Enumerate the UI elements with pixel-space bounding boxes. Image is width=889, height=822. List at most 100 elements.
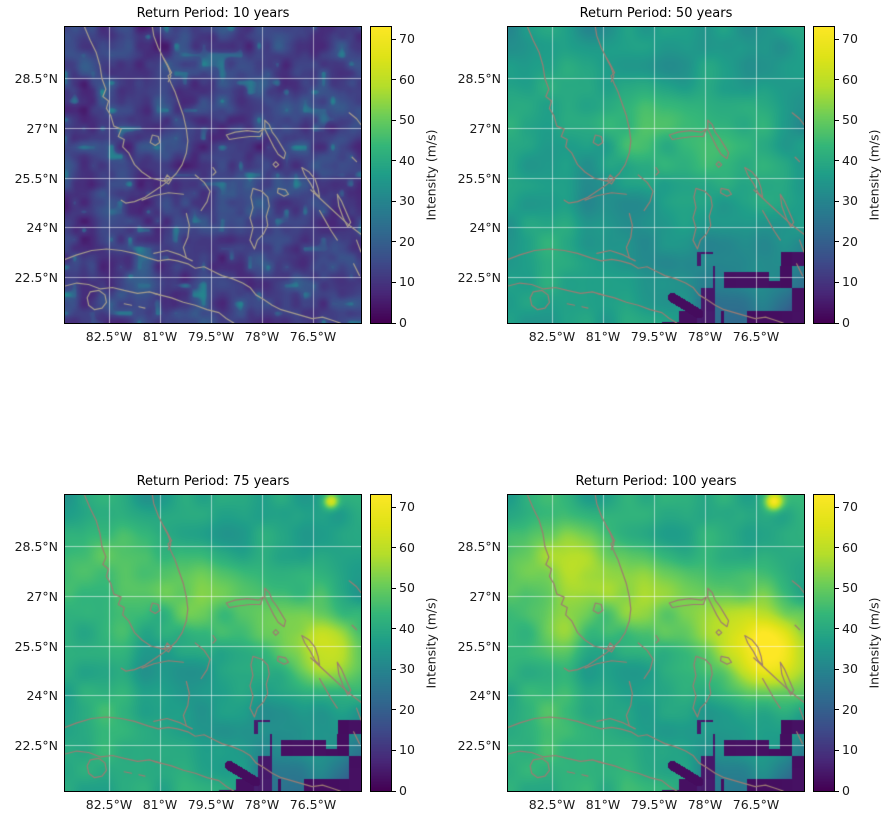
- subplot-title: Return Period: 50 years: [579, 6, 733, 21]
- colorbar-tick-label: 30: [842, 193, 858, 209]
- x-tick-label: 79.5°W: [187, 797, 235, 812]
- x-tick-label: 76.5°W: [289, 329, 337, 344]
- x-tick-label: 79.5°W: [630, 797, 678, 812]
- colorbar-canvas: [370, 494, 392, 792]
- colorbar-tick-mark: [392, 38, 396, 40]
- y-tick-label: 27°N: [26, 120, 58, 136]
- x-tick-label: 81°W: [142, 797, 178, 812]
- x-tick-label: 81°W: [585, 797, 621, 812]
- y-tick-label: 28.5°N: [14, 71, 58, 86]
- y-tick-label: 25.5°N: [14, 638, 58, 654]
- colorbar-tick-label: 60: [399, 539, 415, 555]
- subplot-title: Return Period: 10 years: [136, 6, 290, 21]
- colorbar-tick-label: 50: [399, 580, 415, 596]
- heatmap-canvas-50-years: [507, 26, 805, 324]
- colorbar-tick-label: 10: [842, 274, 858, 290]
- heatmap-canvas-100-years: [507, 494, 805, 792]
- colorbar-tick-label: 60: [842, 71, 858, 87]
- colorbar-axis-label: Intensity (m/s): [866, 597, 882, 689]
- colorbar-tick-label: 50: [842, 112, 858, 128]
- colorbar-tick-mark: [392, 79, 396, 81]
- colorbar-axis-label: Intensity (m/s): [423, 129, 439, 221]
- y-tick-label: 27°N: [26, 588, 58, 604]
- colorbar-canvas: [813, 26, 835, 324]
- colorbar-tick-label: 40: [399, 620, 415, 636]
- colorbar-tick-label: 10: [399, 274, 415, 290]
- colorbar-tick-label: 40: [842, 620, 858, 636]
- colorbar-tick-label: 40: [399, 152, 415, 168]
- colorbar-tick-mark: [835, 241, 839, 243]
- colorbar-tick-mark: [835, 790, 839, 792]
- y-tick-label: 22.5°N: [457, 270, 501, 285]
- y-tick-label: 24°N: [469, 688, 501, 703]
- colorbar-tick-label: 0: [842, 315, 850, 330]
- colorbar-tick-mark: [392, 281, 396, 283]
- colorbar-tick-mark: [392, 749, 396, 751]
- y-tick-label: 25.5°N: [457, 170, 501, 186]
- colorbar-tick-mark: [392, 628, 396, 630]
- colorbar-tick-mark: [835, 79, 839, 81]
- colorbar-tick-mark: [392, 587, 396, 589]
- colorbar-tick-label: 20: [842, 233, 858, 249]
- y-tick-label: 24°N: [26, 688, 58, 703]
- colorbar-tick-mark: [835, 281, 839, 283]
- colorbar-tick-mark: [835, 506, 839, 508]
- colorbar-tick-mark: [835, 38, 839, 40]
- y-tick-label: 24°N: [469, 220, 501, 235]
- colorbar-axis-label: Intensity (m/s): [866, 129, 882, 221]
- colorbar-tick-mark: [392, 241, 396, 243]
- x-tick-label: 82.5°W: [528, 797, 576, 812]
- subplot-return-period-50-years: Return Period: 50 years 82.5°W 81°W 79.5°W…: [458, 6, 882, 344]
- subplot-return-period-10-years: Return Period: 10 years 82.5°W 81°W 79.5°W…: [15, 6, 439, 344]
- x-tick-label: 79.5°W: [630, 329, 678, 344]
- colorbar-tick-label: 20: [842, 701, 858, 717]
- colorbar-tick-mark: [392, 506, 396, 508]
- colorbar-tick-mark: [392, 547, 396, 549]
- colorbar-tick-mark: [392, 668, 396, 670]
- colorbar-tick-mark: [835, 322, 839, 324]
- x-tick-label: 79.5°W: [187, 329, 235, 344]
- colorbar-tick-mark: [835, 119, 839, 121]
- x-tick-label: 82.5°W: [85, 797, 133, 812]
- x-tick-label: 81°W: [585, 329, 621, 344]
- x-tick-label: 81°W: [142, 329, 178, 344]
- colorbar-tick-label: 60: [842, 539, 858, 555]
- x-tick-label: 82.5°W: [85, 329, 133, 344]
- colorbar-canvas: [813, 494, 835, 792]
- colorbar-tick-mark: [835, 547, 839, 549]
- y-tick-label: 22.5°N: [14, 738, 58, 753]
- subplot-title: Return Period: 75 years: [136, 474, 290, 489]
- y-tick-label: 25.5°N: [14, 170, 58, 186]
- colorbar-tick-mark: [392, 119, 396, 121]
- y-tick-label: 28.5°N: [457, 71, 501, 86]
- colorbar-tick-label: 0: [842, 783, 850, 798]
- x-tick-label: 78°W: [687, 797, 723, 812]
- subplot-return-period-75-years: Return Period: 75 years 82.5°W 81°W 79.5°W…: [15, 474, 439, 812]
- colorbar-tick-label: 10: [842, 742, 858, 758]
- colorbar-tick-label: 50: [399, 112, 415, 128]
- colorbar-tick-mark: [835, 668, 839, 670]
- colorbar-tick-mark: [835, 200, 839, 202]
- y-tick-label: 27°N: [469, 120, 501, 136]
- colorbar-tick-label: 70: [399, 499, 415, 515]
- colorbar-tick-mark: [835, 628, 839, 630]
- colorbar-tick-label: 30: [399, 193, 415, 209]
- x-tick-label: 76.5°W: [289, 797, 337, 812]
- y-tick-label: 28.5°N: [457, 539, 501, 554]
- colorbar-tick-label: 20: [399, 701, 415, 717]
- x-tick-label: 78°W: [687, 329, 723, 344]
- y-tick-label: 25.5°N: [457, 638, 501, 654]
- colorbar-tick-mark: [392, 709, 396, 711]
- x-tick-label: 76.5°W: [732, 329, 780, 344]
- x-tick-label: 78°W: [244, 329, 280, 344]
- colorbar-tick-label: 10: [399, 742, 415, 758]
- colorbar-tick-label: 0: [399, 315, 407, 330]
- colorbar-tick-label: 40: [842, 152, 858, 168]
- colorbar-tick-label: 70: [842, 31, 858, 47]
- x-tick-label: 76.5°W: [732, 797, 780, 812]
- colorbar-tick-mark: [392, 160, 396, 162]
- y-tick-label: 22.5°N: [14, 270, 58, 285]
- colorbar-tick-mark: [392, 790, 396, 792]
- colorbar-tick-mark: [392, 200, 396, 202]
